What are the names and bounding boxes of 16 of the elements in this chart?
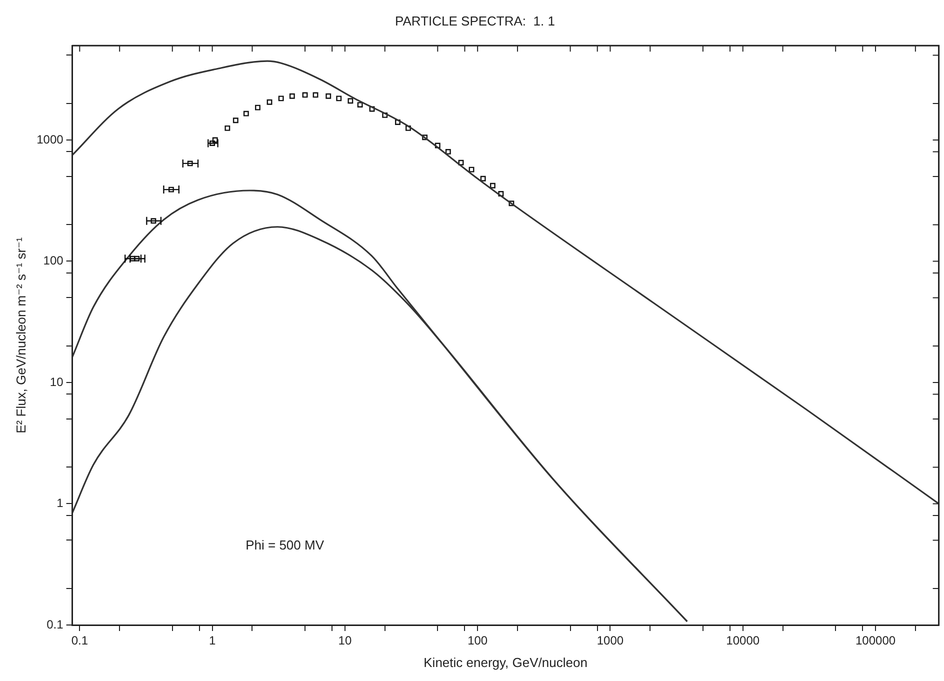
x-tick-label: 10	[338, 634, 352, 648]
y-axis-title: E² Flux, GeV/nucleon m⁻² s⁻¹ sr⁻¹	[13, 236, 28, 434]
x-tick-label: 1000	[596, 634, 624, 648]
y-tick-label: 1000	[36, 132, 64, 146]
x-tick-label: 1	[208, 634, 216, 648]
y-tick-label: 0.1	[46, 617, 64, 632]
y-tick-label: 100	[43, 254, 64, 268]
y-tick-label: 1	[56, 496, 64, 510]
x-axis-title: Kinetic energy, GeV/nucleon	[424, 654, 588, 670]
x-tick-label: 10000	[726, 634, 760, 648]
x-tick-label: 0.1	[71, 634, 88, 648]
y-tick-label: 10	[50, 374, 64, 389]
x-tick-label: 100	[468, 634, 488, 648]
x-tick-label: 100000	[855, 634, 896, 648]
annotation: Phi = 500 MV	[246, 538, 324, 553]
chart-title: PARTICLE SPECTRA: 1. 1	[395, 13, 555, 28]
